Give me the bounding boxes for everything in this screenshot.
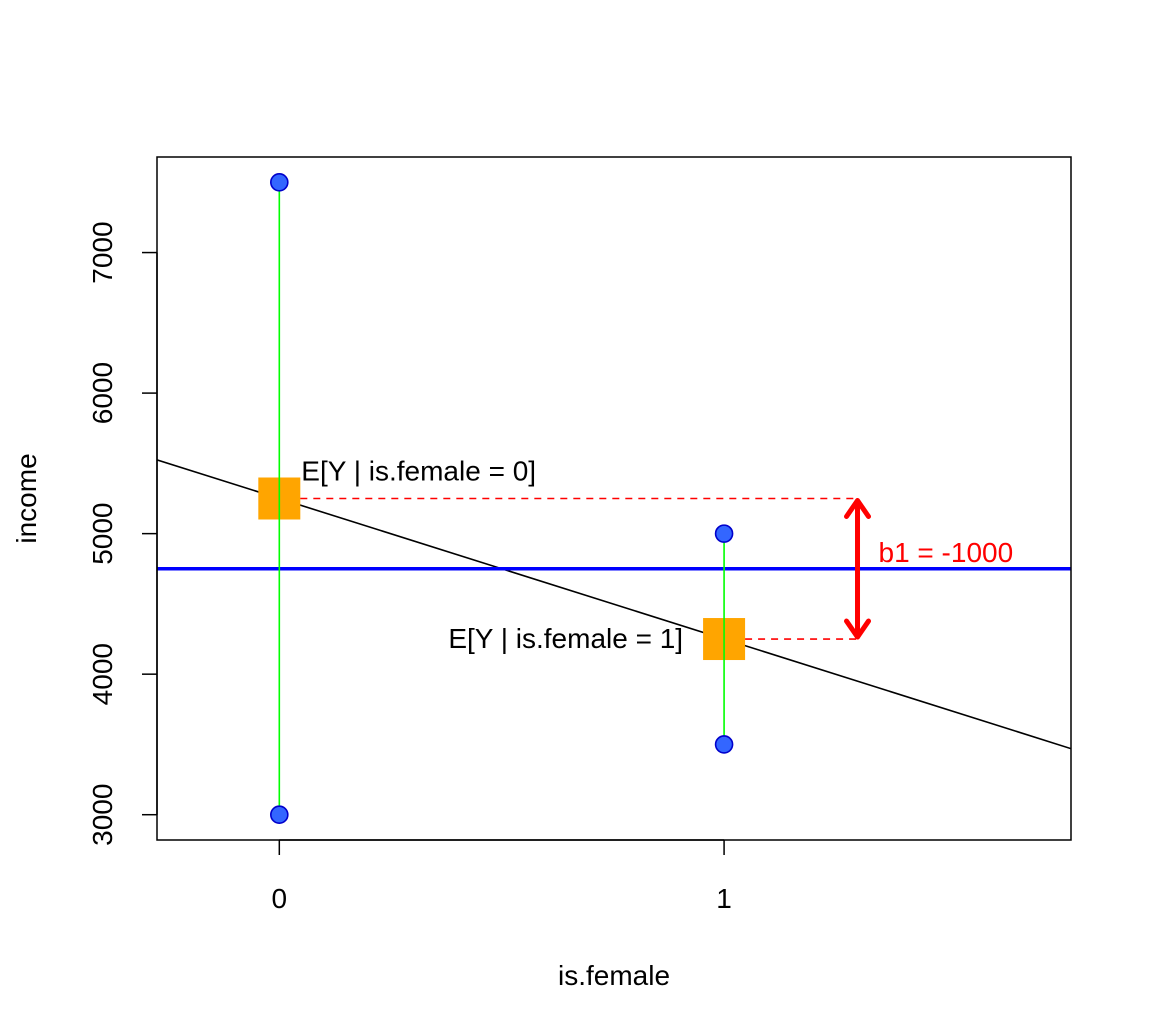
x-axis-label: is.female — [558, 960, 670, 991]
x-tick-label-0: 0 — [272, 883, 288, 914]
mean1-label: E[Y | is.female = 1] — [448, 623, 683, 654]
b1-arrow-head-bottom — [844, 618, 872, 640]
b1-label: b1 = -1000 — [879, 537, 1014, 568]
y-tick-label-0: 3000 — [87, 784, 118, 846]
b1-arrow-head-top — [844, 498, 872, 519]
regression-line — [157, 459, 1071, 750]
y-tick-label-1: 4000 — [87, 643, 118, 705]
data-point-1 — [270, 805, 289, 825]
y-tick-label-3: 6000 — [87, 362, 118, 424]
mean0-label: E[Y | is.female = 0] — [301, 456, 536, 487]
data-point-0 — [270, 172, 289, 192]
data-point-3 — [714, 735, 734, 754]
x-tick-label-1: 1 — [716, 883, 732, 914]
data-point-2 — [714, 524, 734, 543]
y-axis-label: income — [11, 453, 42, 543]
y-tick-label-4: 7000 — [87, 221, 118, 283]
y-tick-label-2: 5000 — [87, 502, 118, 564]
